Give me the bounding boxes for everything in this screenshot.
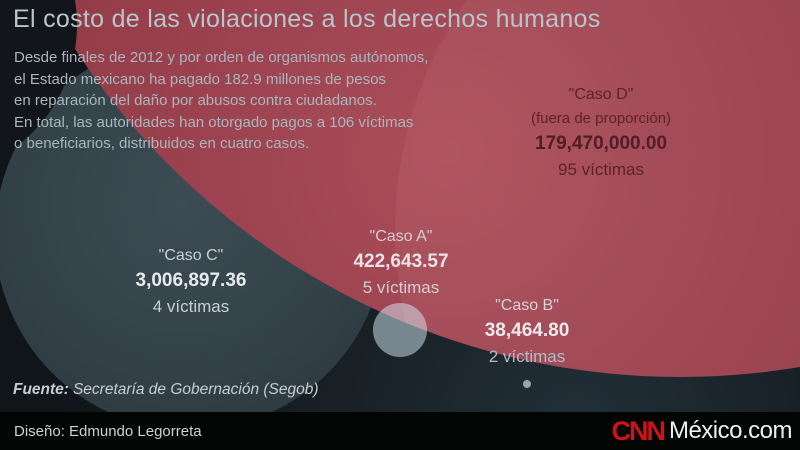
intro-line: en reparación del daño por abusos contra… <box>14 92 377 109</box>
caso-d-amount: 179,470,000.00 <box>534 133 668 154</box>
caso-d-label: "Caso D" <box>568 86 634 103</box>
cnn-logo: CNN <box>611 415 665 446</box>
brand-wordmark: CNN México.com <box>611 416 792 447</box>
intro-line: Desde finales de 2012 y por orden de org… <box>14 49 429 66</box>
caso-c-annotation: "Caso C" 3,006,897.36 4 víctimas <box>136 243 247 319</box>
caso-a-annotation: "Caso A" 422,643.57 5 víctimas <box>353 224 448 300</box>
caso-b-bubble <box>523 380 531 388</box>
caso-b-label: "Caso B" <box>495 297 559 314</box>
intro-line: o beneficiarios, distribuidos en cuatro … <box>14 135 310 152</box>
caso-b-victims: 2 víctimas <box>488 347 566 366</box>
source-text: Secretaría de Gobernación (Segob) <box>72 381 319 398</box>
caso-b-amount: 38,464.80 <box>484 320 570 341</box>
caso-d-bubble-highlight <box>395 0 800 377</box>
source-prefix: Fuente: <box>13 381 69 398</box>
design-credit: Diseño: Edmundo Legorreta <box>14 422 202 440</box>
page-title: El costo de las violaciones a los derech… <box>13 5 601 33</box>
caso-c-label: "Caso C" <box>158 247 224 264</box>
intro-paragraph: Desde finales de 2012 y por orden de org… <box>14 47 428 155</box>
caso-d-note: (fuera de proporción) <box>530 110 672 127</box>
caso-a-amount: 422,643.57 <box>353 251 449 272</box>
caso-b-annotation: "Caso B" 38,464.80 2 víctimas <box>485 293 570 369</box>
intro-line: En total, las autoridades han otorgado p… <box>14 113 414 131</box>
caso-c-amount: 3,006,897.36 <box>135 270 247 291</box>
source-line: Fuente: Secretaría de Gobernación (Segob) <box>13 381 319 399</box>
caso-d-annotation: "Caso D" (fuera de proporción) 179,470,0… <box>531 82 671 182</box>
caso-c-victims: 4 víctimas <box>152 297 230 316</box>
brand-suffix: México.com <box>668 417 793 444</box>
caso-a-label: "Caso A" <box>369 228 433 245</box>
caso-a-victims: 5 víctimas <box>362 278 440 297</box>
intro-line: el Estado mexicano ha pagado 182.9 millo… <box>14 70 386 88</box>
footer-bar: Diseño: Edmundo Legorreta CNN México.com <box>0 412 800 450</box>
caso-a-bubble <box>373 303 427 357</box>
caso-d-victims: 95 víctimas <box>558 160 644 179</box>
